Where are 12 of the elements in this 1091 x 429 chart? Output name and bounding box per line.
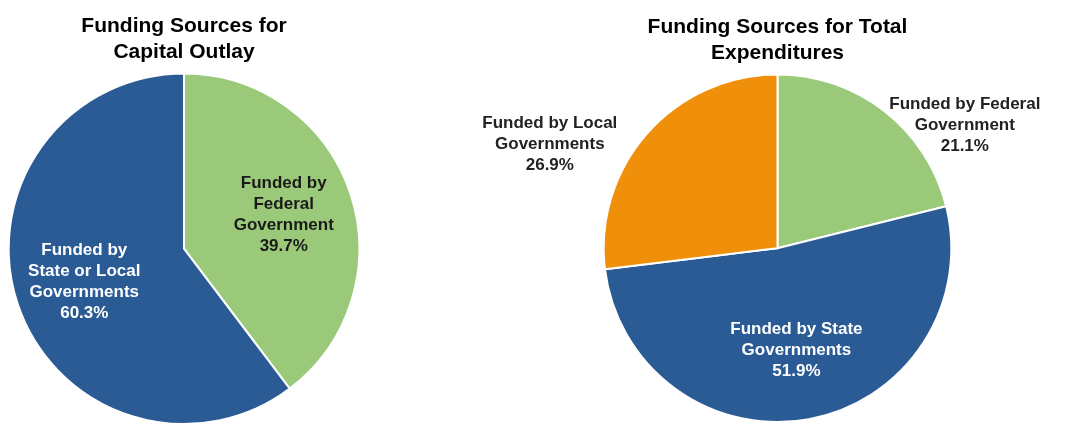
slice-label: Funded by Local Governments [482,113,618,154]
slice-label: Funded by Federal Government [889,93,1041,134]
chart-title: Funding Sources for Capital Outlay [81,13,287,62]
data-label: 39.7% [259,236,308,256]
slice-label: Funded by State or Local Governments [28,240,141,302]
chart-title: Funding Sources for Total Expenditures [647,14,908,63]
data-label: 21.1% [940,135,989,155]
slice-label: Funded by State Governments [730,319,863,360]
data-label: 60.3% [60,303,109,323]
data-label: 26.9% [525,155,574,175]
slice-label: Funded by Federal Government [233,173,335,235]
data-label: 51.9% [772,361,821,381]
